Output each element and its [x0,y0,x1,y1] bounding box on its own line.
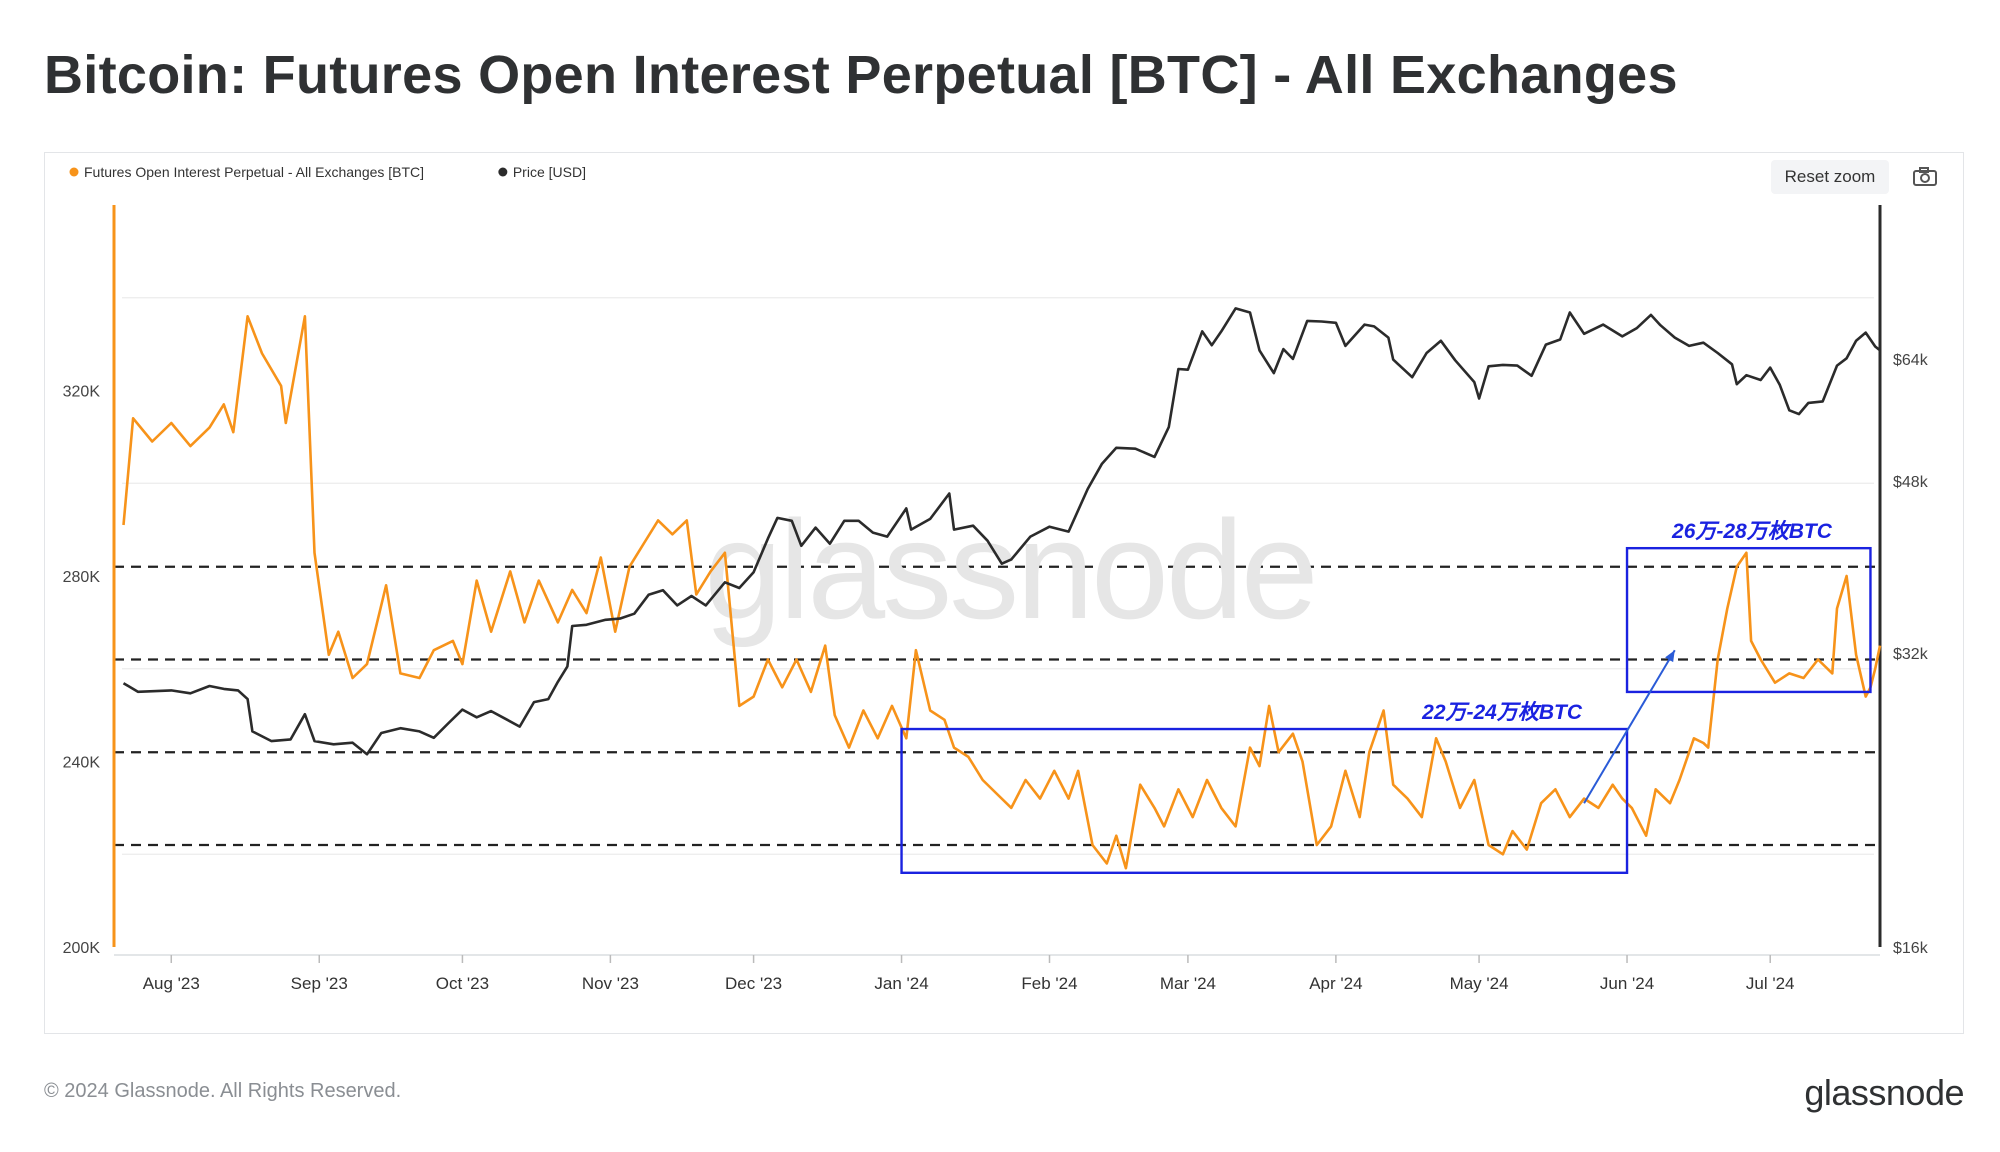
x-tick-label: May '24 [1450,974,1509,993]
x-tick-label: Jul '24 [1746,974,1795,993]
grid-layer [114,297,1880,855]
legend[interactable]: Futures Open Interest Perpetual - All Ex… [69,164,586,180]
x-tick-label: Nov '23 [582,974,639,993]
y-right-tick-label: $48k [1893,474,1929,491]
footer-logo: glassnode [1804,1072,1964,1113]
x-tick-label: Apr '24 [1309,974,1362,993]
camera-icon[interactable] [1910,164,1940,190]
y-right-tick-label: $32k [1893,646,1929,663]
legend-marker[interactable] [69,167,79,177]
annotation-box [900,727,1629,874]
page-title: Bitcoin: Futures Open Interest Perpetual… [44,45,1678,105]
x-tick-label: Oct '23 [436,974,489,993]
reset-zoom-button[interactable]: Reset zoom [1771,160,1889,194]
x-tick-label: Jun '24 [1600,974,1654,993]
legend-item[interactable]: Price [USD] [513,164,586,180]
axes-layer: 200K 240K 280K 320K $16k $32k $48k $64k Aug '23 S… [63,205,1929,993]
x-tick-label: Sep '23 [291,974,348,993]
y-left-tick-label: 200K [63,940,101,957]
annotation-arrow [1583,649,1676,804]
annotation-box [1625,546,1872,694]
x-tick-label: Mar '24 [1160,974,1216,993]
y-left-tick-label: 280K [63,569,101,586]
footer-copyright: © 2024 Glassnode. All Rights Reserved. [44,1080,402,1102]
series-line-price [122,307,1881,756]
x-tick-label: Feb '24 [1021,974,1077,993]
annotation-label: 26万-28万枚BTC [1671,519,1833,543]
y-left-tick-label: 240K [63,755,101,772]
annotation-label: 22万-24万枚BTC [1421,700,1583,724]
annotation-layer: 22万-24万枚BTC 26万-28万枚BTC [900,519,1872,874]
y-left-tick-label: 320K [63,384,101,401]
series-line-open-interest [122,314,1882,870]
y-right-tick-label: $64k [1893,352,1929,369]
legend-marker[interactable] [498,167,508,177]
annotation-arrow-head [1665,650,1675,663]
watermark-text: glassnode [704,491,1315,648]
chart-card [44,152,1964,1034]
x-tick-label: Dec '23 [725,974,782,993]
y-right-tick-label: $16k [1893,940,1929,957]
x-tick-label: Jan '24 [874,974,928,993]
series-layer [122,307,1882,870]
x-tick-label: Aug '23 [143,974,200,993]
legend-item[interactable]: Futures Open Interest Perpetual - All Ex… [84,164,424,180]
